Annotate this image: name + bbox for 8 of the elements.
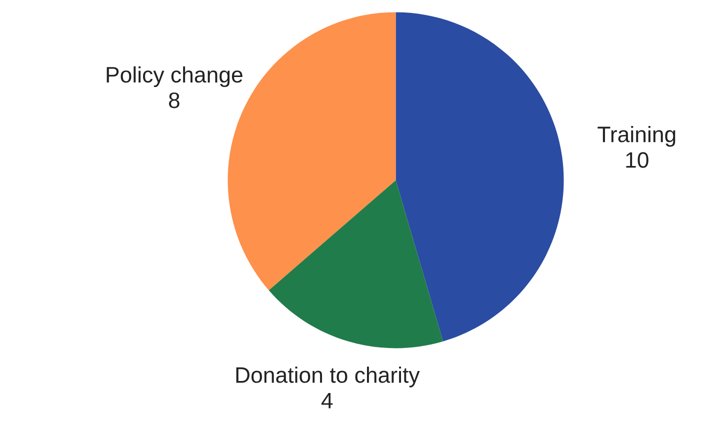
slice-label: Donation to charity [236,366,420,388]
data-label: 4 [321,392,333,408]
slice-label: Policy change [106,66,242,88]
pie-slice [268,180,444,348]
slice-label: Training [598,126,676,147]
data-label: 8 [168,92,180,108]
data-label: 10 [626,152,648,168]
pie-slice [396,12,564,342]
